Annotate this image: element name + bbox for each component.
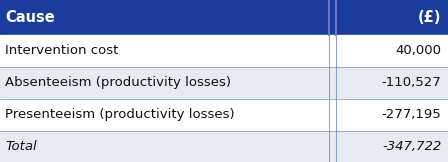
Text: Total: Total <box>5 140 37 153</box>
Bar <box>0 0 448 35</box>
Bar <box>0 99 448 131</box>
Text: 40,000: 40,000 <box>395 44 441 57</box>
Bar <box>0 67 448 99</box>
Text: Presenteeism (productivity losses): Presenteeism (productivity losses) <box>5 108 235 121</box>
Text: Absenteeism (productivity losses): Absenteeism (productivity losses) <box>5 76 231 89</box>
Text: (£): (£) <box>418 10 441 25</box>
Bar <box>0 35 448 67</box>
Text: Intervention cost: Intervention cost <box>5 44 119 57</box>
Text: Cause: Cause <box>5 10 55 25</box>
Text: -277,195: -277,195 <box>382 108 441 121</box>
Text: -347,722: -347,722 <box>382 140 441 153</box>
Bar <box>0 131 448 162</box>
Text: -110,527: -110,527 <box>382 76 441 89</box>
